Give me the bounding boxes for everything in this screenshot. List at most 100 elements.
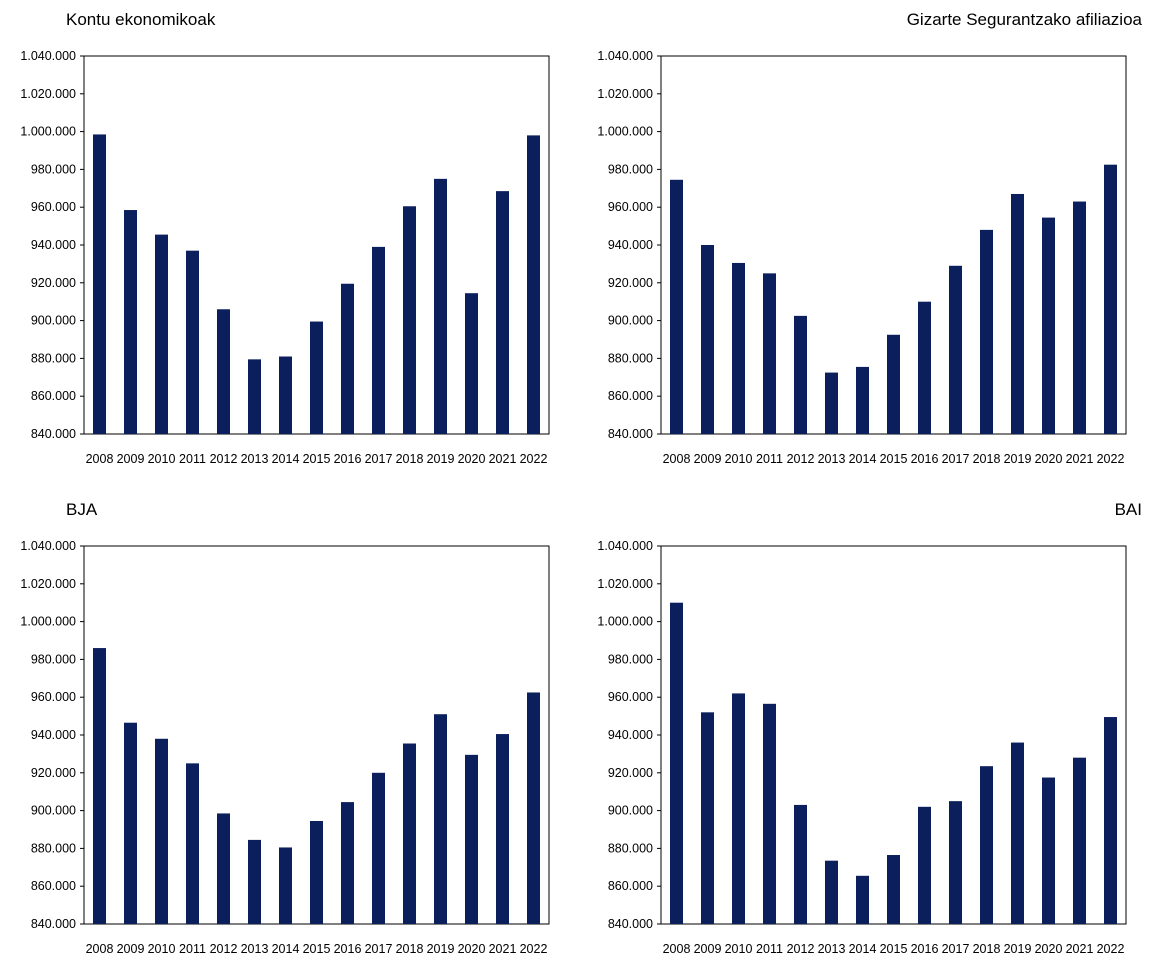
x-tick-label: 2016 (334, 452, 362, 466)
x-tick-label: 2022 (1097, 452, 1125, 466)
bar-2018 (403, 743, 416, 924)
bar-2012 (217, 813, 230, 924)
y-tick-label: 900.000 (608, 314, 653, 328)
y-tick-label: 920.000 (608, 766, 653, 780)
bar-2021 (496, 191, 509, 434)
x-tick-label: 2012 (210, 942, 238, 956)
chart-gizarte-segurantzako-afiliazioa: Gizarte Segurantzako afiliazioa 840.000 8… (577, 0, 1154, 479)
chart-svg: 840.000 860.000 880.000 900.000 920.000 940.0… (597, 49, 1127, 466)
x-tick-label: 2011 (179, 452, 206, 466)
bar-2013 (825, 860, 838, 924)
x-tick-label: 2008 (86, 452, 114, 466)
y-tick-label: 960.000 (608, 200, 653, 214)
bar-2022 (527, 135, 540, 434)
chart-kontu-ekonomikoak: Kontu ekonomikoak 840.000 860.000 880.000 9… (0, 0, 577, 479)
bar-2008 (93, 134, 106, 434)
y-tick-label: 1.020.000 (20, 577, 76, 591)
bar-2021 (496, 734, 509, 924)
y-tick-label: 900.000 (31, 314, 76, 328)
bar-2015 (310, 820, 323, 924)
y-tick-label: 920.000 (608, 276, 653, 290)
y-tick-label: 1.020.000 (597, 577, 653, 591)
y-tick-label: 1.040.000 (597, 539, 653, 553)
bar-2014 (279, 847, 292, 924)
bar-2016 (341, 283, 354, 434)
bar-2010 (155, 738, 168, 924)
x-tick-label: 2021 (1066, 942, 1094, 956)
x-tick-label: 2020 (458, 452, 486, 466)
x-tick-label: 2022 (520, 452, 548, 466)
y-tick-label: 840.000 (31, 427, 76, 441)
x-tick-label: 2009 (117, 452, 145, 466)
x-tick-label: 2012 (787, 942, 815, 956)
x-tick-label: 2018 (396, 452, 424, 466)
bar-2009 (124, 210, 137, 434)
bar-2008 (670, 179, 683, 434)
x-tick-label: 2009 (694, 942, 722, 956)
bar-2021 (1073, 201, 1086, 434)
x-tick-label: 2014 (849, 452, 877, 466)
bar-2011 (763, 273, 776, 434)
x-tick-label: 2015 (303, 942, 331, 956)
y-tick-label: 840.000 (608, 917, 653, 931)
y-tick-label: 860.000 (31, 879, 76, 893)
x-tick-label: 2022 (1097, 942, 1125, 956)
x-tick-label: 2009 (694, 452, 722, 466)
x-tick-label: 2017 (942, 942, 970, 956)
chart-title: BJA (66, 500, 98, 519)
y-tick-label: 940.000 (31, 238, 76, 252)
y-tick-label: 1.020.000 (597, 87, 653, 101)
bar-2019 (434, 714, 447, 924)
bar-2019 (1011, 193, 1024, 434)
y-tick-label: 1.000.000 (597, 125, 653, 139)
bar-2018 (980, 229, 993, 434)
bar-2016 (341, 802, 354, 924)
bar-2013 (248, 839, 261, 924)
y-tick-label: 1.000.000 (20, 125, 76, 139)
chart-bai: BAI 840.000 860.000 880.000 900.000 920.000 9… (577, 490, 1154, 969)
x-tick-label: 2010 (725, 942, 753, 956)
x-tick-label: 2019 (1004, 942, 1032, 956)
x-tick-label: 2022 (520, 942, 548, 956)
x-tick-label: 2020 (1035, 452, 1063, 466)
y-tick-label: 940.000 (608, 728, 653, 742)
x-tick-label: 2019 (427, 452, 455, 466)
x-tick-label: 2019 (427, 942, 455, 956)
x-tick-label: 2018 (973, 452, 1001, 466)
bar-2014 (279, 356, 292, 434)
bar-2019 (434, 178, 447, 434)
bar-2010 (732, 262, 745, 434)
bar-2015 (887, 334, 900, 434)
bar-2017 (949, 265, 962, 434)
x-tick-label: 2017 (942, 452, 970, 466)
y-tick-label: 960.000 (608, 690, 653, 704)
bar-2011 (186, 763, 199, 924)
x-tick-label: 2021 (489, 942, 517, 956)
y-tick-label: 1.000.000 (20, 615, 76, 629)
y-tick-label: 900.000 (608, 804, 653, 818)
y-tick-label: 1.000.000 (597, 615, 653, 629)
bar-2021 (1073, 757, 1086, 924)
x-tick-label: 2016 (911, 942, 939, 956)
x-tick-label: 2014 (272, 942, 300, 956)
bar-2014 (856, 875, 869, 924)
bar-2016 (918, 301, 931, 434)
bar-2009 (701, 245, 714, 434)
y-tick-label: 1.040.000 (20, 49, 76, 63)
y-tick-label: 880.000 (608, 351, 653, 365)
y-tick-label: 980.000 (608, 162, 653, 176)
bar-2017 (372, 772, 385, 924)
y-tick-label: 940.000 (608, 238, 653, 252)
bar-2015 (310, 321, 323, 434)
bar-2012 (794, 804, 807, 924)
y-tick-label: 860.000 (31, 389, 76, 403)
bar-2020 (465, 754, 478, 924)
y-tick-label: 920.000 (31, 766, 76, 780)
bar-2022 (527, 692, 540, 924)
x-tick-label: 2015 (303, 452, 331, 466)
x-tick-label: 2014 (849, 942, 877, 956)
x-tick-label: 2018 (396, 942, 424, 956)
x-tick-label: 2016 (334, 942, 362, 956)
y-tick-label: 920.000 (31, 276, 76, 290)
